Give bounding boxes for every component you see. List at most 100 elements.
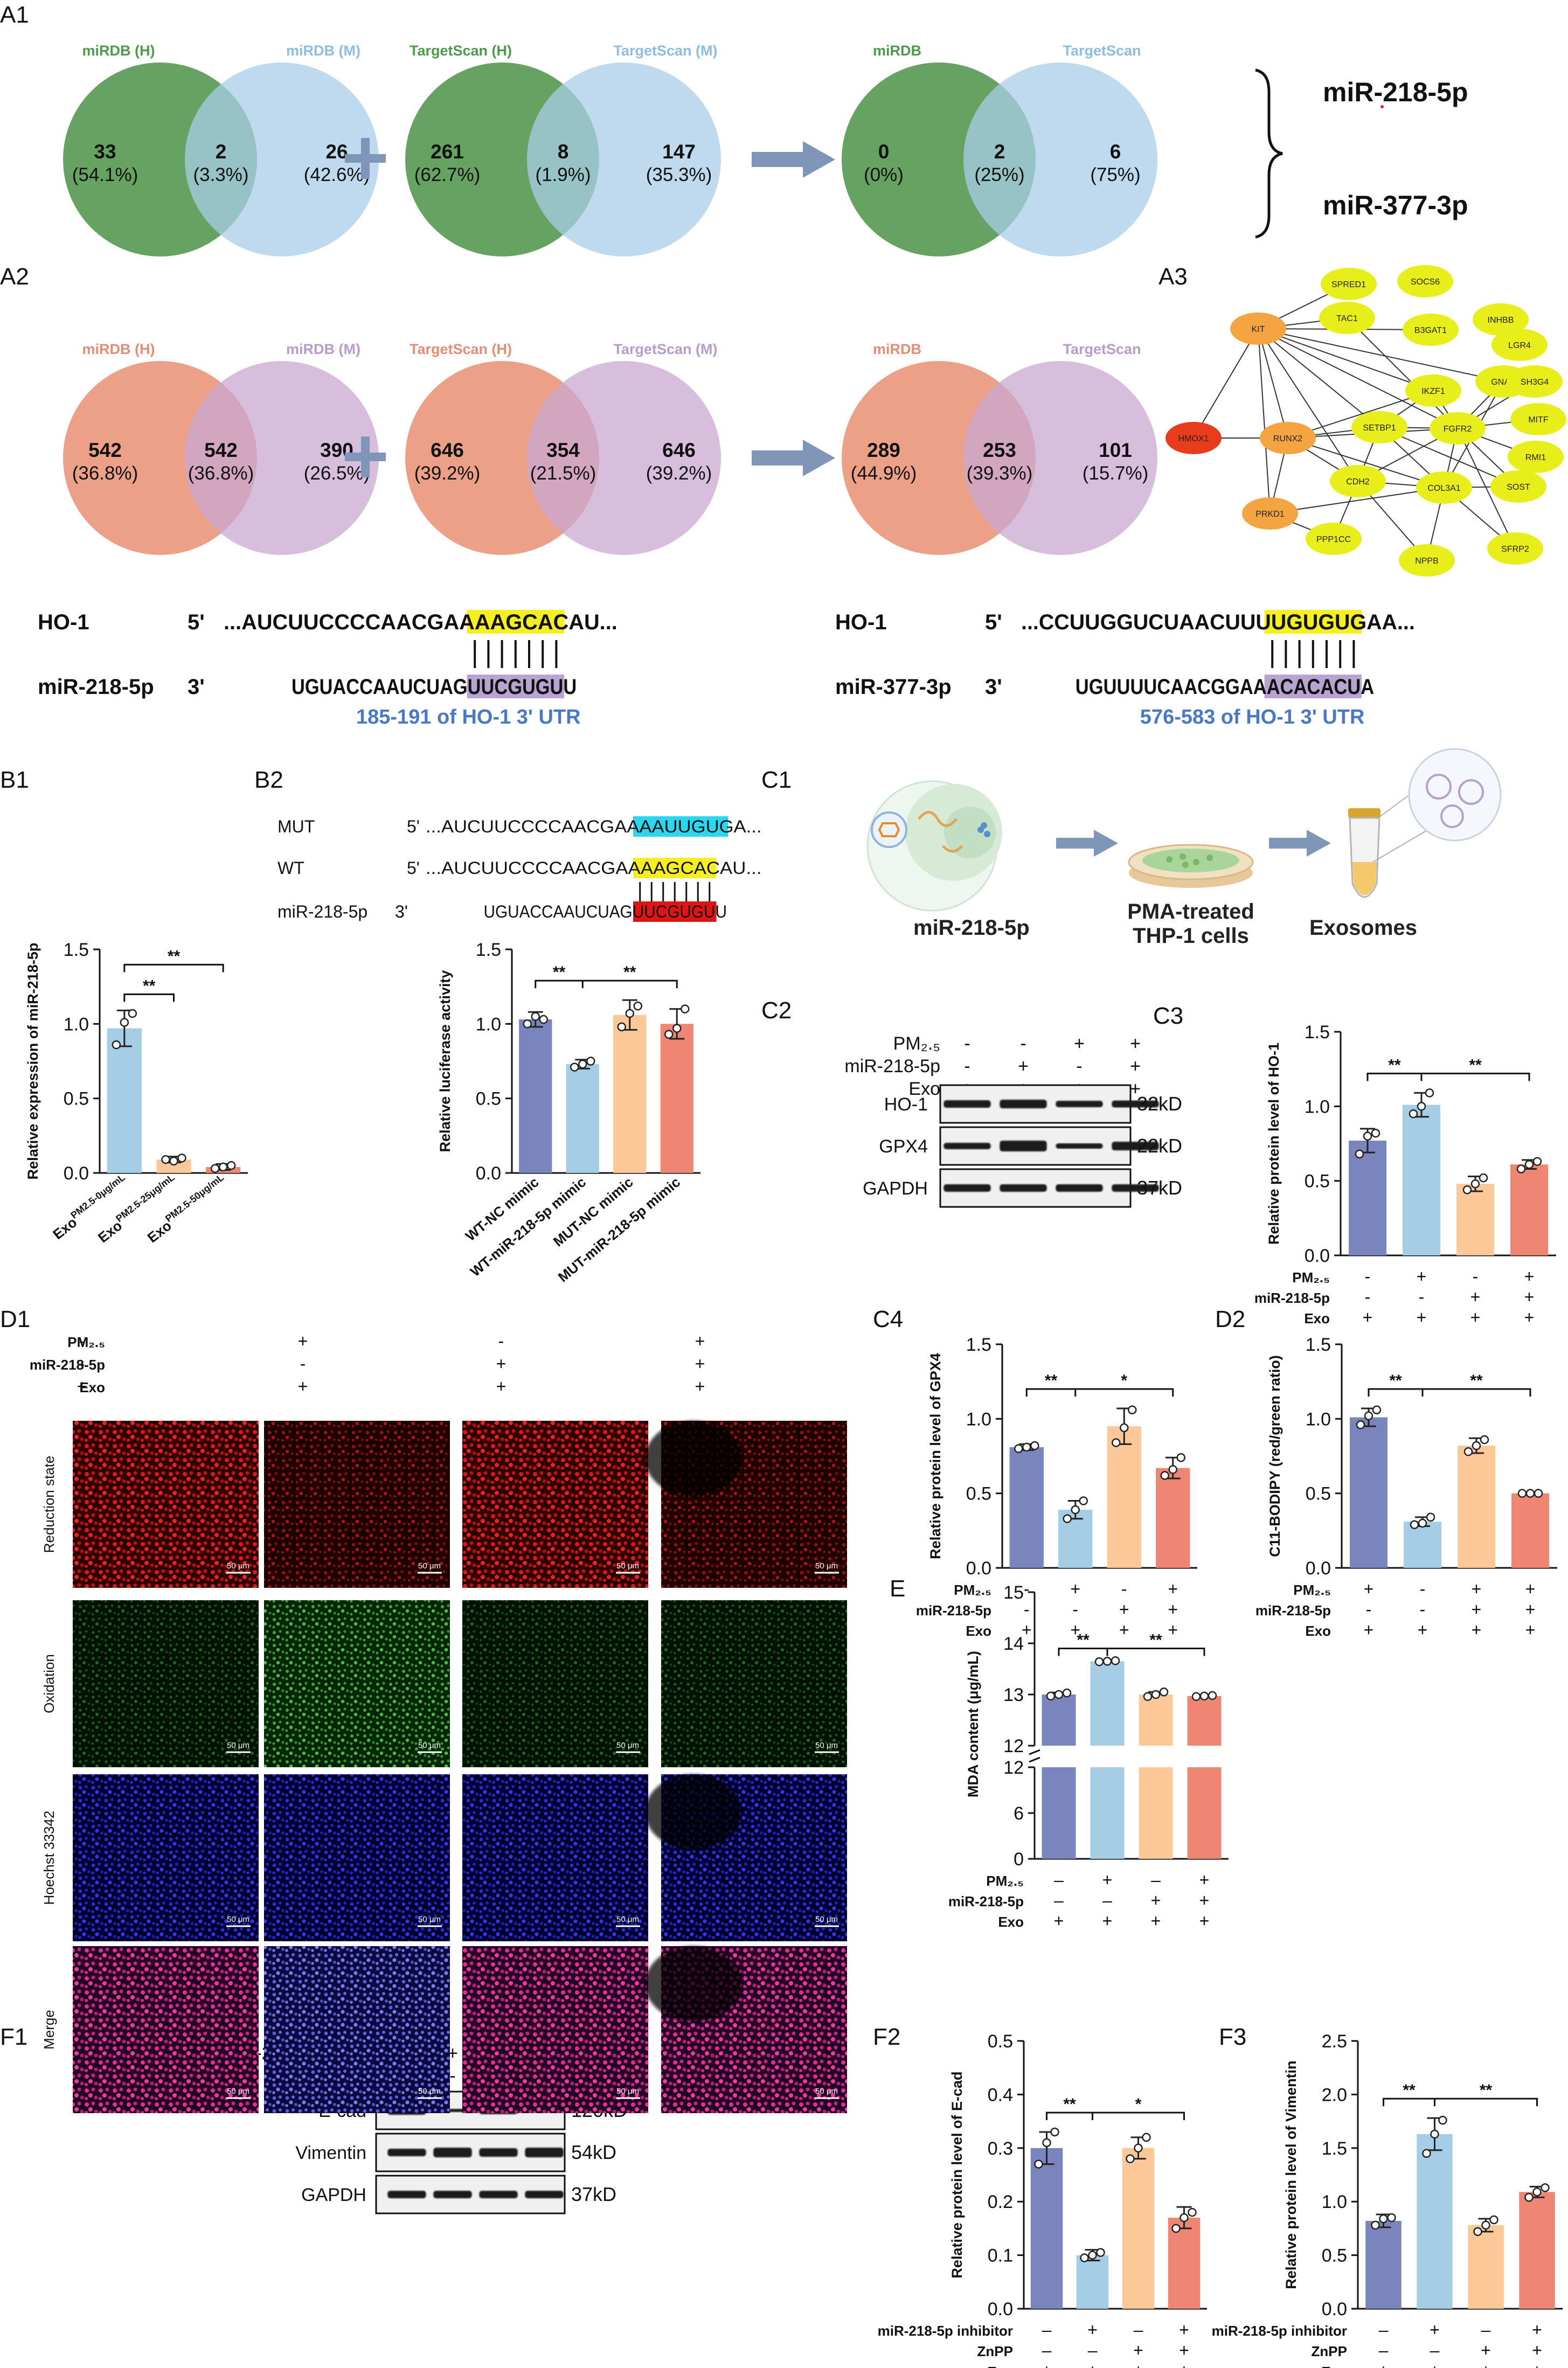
mirna-sequence: UGUUUUCAACGGAAACACACUA — [1076, 675, 1374, 699]
c1-exosomes-label: Exosomes — [1309, 916, 1417, 940]
network-edge — [1258, 328, 1434, 391]
data-point — [1063, 1514, 1072, 1523]
condition-sign: - — [1365, 1267, 1371, 1286]
blot-band — [1000, 1184, 1047, 1192]
significance-label: ** — [1063, 2095, 1076, 2113]
prime-5-label: 5' — [985, 610, 1002, 634]
y-axis-label: Relative protein level of E-cad — [949, 2071, 965, 2278]
venn-percent: (62.7%) — [414, 164, 481, 185]
blot-band — [433, 2148, 472, 2157]
venn-count: 8 — [558, 141, 569, 163]
venn-right-circle — [185, 63, 379, 256]
y-tick-label: 0 — [1014, 1849, 1024, 1870]
blot-protein-label: GAPDH — [301, 2185, 366, 2205]
blot-band — [943, 1184, 991, 1192]
condition-sign: - — [1024, 1579, 1030, 1599]
bar — [1510, 1164, 1548, 1255]
b2-sequence: ...AUCUUCCCCAACGAAAAUUGUGA... — [426, 817, 762, 836]
significance-label: ** — [623, 963, 636, 981]
micrograph-tile — [73, 1600, 259, 1767]
blot-band — [1056, 1184, 1103, 1192]
condition-label: ZnPP — [1312, 2343, 1347, 2359]
data-point — [1364, 1411, 1373, 1421]
micrograph-tile — [462, 1421, 648, 1588]
blot-band — [1000, 1100, 1047, 1108]
condition-sign: + — [1481, 2341, 1491, 2360]
d1-sign: + — [77, 1377, 87, 1396]
b2-sequence: UGUACCAAUCUAGUUCGUGUU — [484, 902, 727, 921]
panel-label-A1: A1 — [0, 2, 29, 28]
condition-sign: + — [1199, 1870, 1210, 1890]
venn-percent: (36.8%) — [72, 463, 138, 484]
condition-sign: - — [1072, 1600, 1078, 1619]
network-node — [1487, 532, 1543, 565]
bar — [1122, 2148, 1155, 2309]
bar — [1350, 1417, 1387, 1568]
scale-bar-label: 50 μm — [227, 1561, 249, 1571]
prime-3-label: 3' — [188, 675, 205, 699]
significance-bracket — [1046, 2112, 1185, 2120]
data-point — [1160, 1471, 1169, 1480]
c1-cells-label-1: PMA-treated — [1127, 900, 1254, 923]
d1-sign: - — [300, 1354, 306, 1373]
network-edge — [1258, 328, 1504, 382]
network-node-label: MITF — [1528, 415, 1549, 425]
condition-label: PM₂.₅ — [986, 1873, 1024, 1889]
condition-sign: + — [1087, 2320, 1098, 2339]
network-node-label: FGFR2 — [1444, 425, 1472, 434]
data-point — [1111, 1656, 1120, 1665]
network-node — [1473, 303, 1529, 336]
data-point — [161, 1155, 170, 1164]
significance-label: ** — [553, 963, 566, 981]
utr-sequence: ...AUCUUCCCCAACGAAAAGCACAU... — [224, 610, 618, 634]
y-tick-label: 0.5 — [1305, 1171, 1330, 1192]
bar — [1468, 2225, 1504, 2309]
seed-highlight-mirna — [1264, 675, 1362, 698]
seed-highlight-utr — [467, 610, 564, 634]
data-point — [1034, 2159, 1043, 2169]
y-tick-label: 0.5 — [1322, 2246, 1347, 2266]
data-point — [1463, 1447, 1473, 1456]
y-axis-label: Relative luciferase activity — [437, 970, 453, 1152]
chart-d2: 0.0 0.5 1.0 1.5 C11-BODIPY (red/green ratio)… — [1255, 1335, 1557, 1640]
chart-f2: 0.0 0.1 0.2 0.3 0.4 0.5 Relative protein level… — [878, 2031, 1207, 2368]
condition-label: Exo — [1321, 2364, 1347, 2368]
d1-row-label: Reduction state — [41, 1456, 57, 1553]
micrograph-dark-area — [645, 1421, 742, 1496]
bar — [1456, 1184, 1494, 1255]
network-edge — [1258, 328, 1358, 482]
network-node-label: PRKD1 — [1255, 510, 1284, 519]
data-point — [1541, 2183, 1550, 2192]
venn-count: 289 — [867, 439, 900, 461]
network-node-label: SOCS6 — [1411, 277, 1440, 287]
y-tick-label: 0.5 — [966, 1484, 991, 1504]
micrograph-tile — [73, 1421, 259, 1588]
network-node — [1399, 544, 1455, 577]
b2-site-highlight — [633, 816, 728, 837]
condition-sign: - — [1366, 1600, 1372, 1619]
significance-bracket — [123, 963, 224, 973]
alignment-gene-label: HO-1 — [835, 610, 887, 634]
condition-sign: – — [1151, 1870, 1161, 1890]
condition-sign: + — [1042, 2361, 1052, 2368]
venn-percent: (15.7%) — [1083, 463, 1149, 484]
venn-count: 253 — [983, 439, 1016, 461]
seed-highlight-mirna — [467, 675, 564, 698]
prime-3-label: 3' — [985, 675, 1002, 699]
bar — [613, 1015, 647, 1173]
condition-sign: + — [1525, 1620, 1536, 1640]
y-tick-label: 2.0 — [1322, 2085, 1347, 2105]
data-point — [1071, 1505, 1080, 1515]
scale-bar-label: 50 μm — [815, 1561, 838, 1571]
panel-label-D2: D2 — [1215, 1306, 1245, 1332]
blot-condition-label: Exo — [908, 1079, 940, 1099]
network-edge — [1258, 328, 1271, 514]
network-node — [1230, 313, 1286, 345]
d1-sign: - — [79, 1354, 85, 1373]
data-point — [1030, 1441, 1039, 1450]
data-point — [1188, 2207, 1197, 2217]
blot-sign: + — [447, 2043, 458, 2064]
condition-sign: + — [1532, 2361, 1542, 2368]
blot-condition-label: miR-218-5p — [844, 1056, 940, 1077]
venn-percent: (35.3%) — [646, 164, 712, 185]
